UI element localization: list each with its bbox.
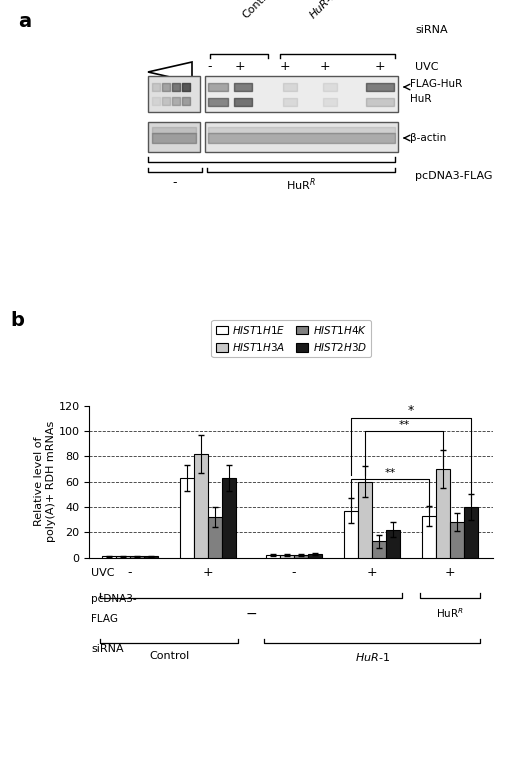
Text: HuR$^R$: HuR$^R$: [436, 607, 464, 620]
Bar: [222, 478, 236, 558]
Text: β-actin: β-actin: [410, 133, 446, 143]
Bar: [266, 555, 280, 558]
Bar: [294, 555, 308, 558]
Text: b: b: [11, 311, 25, 330]
Text: -: -: [173, 176, 177, 189]
Bar: [308, 554, 322, 558]
Bar: [205, 76, 398, 112]
Text: +: +: [235, 61, 245, 73]
Text: -: -: [128, 566, 132, 580]
Polygon shape: [148, 62, 192, 82]
Text: pcDNA3-FLAG: pcDNA3-FLAG: [415, 171, 493, 181]
Bar: [116, 556, 130, 558]
Text: HuR: HuR: [410, 94, 431, 104]
Text: a: a: [18, 12, 31, 31]
Bar: [422, 516, 436, 558]
Text: siRNA: siRNA: [91, 644, 124, 654]
Bar: [344, 511, 358, 558]
Text: -: -: [208, 61, 212, 73]
Text: Control: Control: [241, 0, 276, 20]
Text: $\it{HuR}$-1: $\it{HuR}$-1: [355, 651, 390, 663]
Bar: [205, 122, 398, 152]
Text: FLAG-HuR: FLAG-HuR: [410, 79, 462, 89]
Text: -: -: [292, 566, 296, 580]
Bar: [148, 76, 200, 112]
Bar: [436, 469, 450, 558]
Text: −: −: [245, 607, 257, 621]
Bar: [180, 478, 194, 558]
Text: siRNA: siRNA: [415, 25, 448, 35]
Text: FLAG: FLAG: [91, 614, 118, 624]
Bar: [358, 482, 372, 558]
Text: HuR-1: HuR-1: [308, 0, 339, 20]
Text: **: **: [399, 420, 410, 430]
Text: *: *: [408, 404, 414, 417]
Text: +: +: [203, 566, 214, 580]
Bar: [386, 530, 400, 558]
Bar: [280, 555, 294, 558]
Y-axis label: Relative level of
poly(A)+ RDH mRNAs: Relative level of poly(A)+ RDH mRNAs: [34, 421, 56, 542]
Text: +: +: [367, 566, 378, 580]
Bar: [372, 541, 386, 558]
Text: +: +: [320, 61, 330, 73]
Bar: [450, 523, 464, 558]
Text: HuR$^R$: HuR$^R$: [286, 176, 316, 193]
Bar: [148, 122, 200, 152]
Text: UVC: UVC: [91, 568, 114, 578]
Bar: [464, 507, 478, 558]
Text: pcDNA3-: pcDNA3-: [91, 594, 136, 604]
Bar: [208, 517, 222, 558]
Text: **: **: [384, 468, 396, 478]
Legend: $\it{HIST1H1E}$, $\it{HIST1H3A}$, $\it{HIST1H4K}$, $\it{HIST2H3D}$: $\it{HIST1H1E}$, $\it{HIST1H3A}$, $\it{H…: [212, 320, 371, 357]
Bar: [194, 454, 208, 558]
Text: +: +: [375, 61, 385, 73]
Text: Control: Control: [149, 651, 189, 661]
Bar: [102, 556, 116, 558]
Text: +: +: [445, 566, 455, 580]
Text: UVC: UVC: [415, 62, 438, 72]
Text: +: +: [280, 61, 290, 73]
Bar: [130, 556, 144, 558]
Bar: [144, 556, 158, 558]
